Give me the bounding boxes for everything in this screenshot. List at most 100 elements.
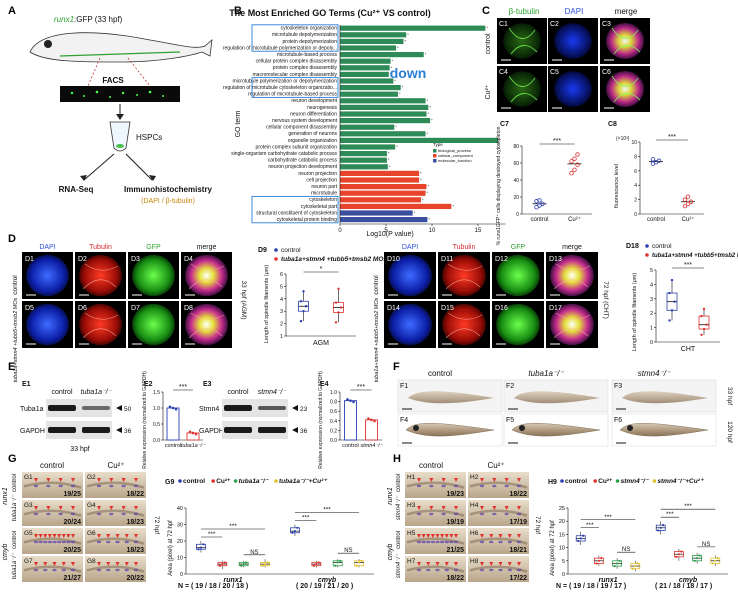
y-tick-label: 0.8 (330, 400, 337, 406)
y-tick-label: 6 (634, 169, 637, 175)
data-point (572, 167, 577, 172)
h-gene-cmyb: cmyb (387, 544, 394, 561)
ihc-label: Immunohistochemistry (124, 185, 213, 194)
larva-shape (619, 423, 709, 437)
ish-signal (416, 568, 422, 572)
micrograph-label: C1 (499, 21, 508, 28)
arrowhead-icon (43, 562, 48, 566)
micrograph-label: C4 (499, 69, 508, 76)
data-point (223, 561, 226, 564)
significance-mark: *** (302, 515, 310, 522)
go-term-label: protein complex disassembly (273, 65, 338, 71)
cell-body (132, 303, 175, 346)
trunk-shape (406, 509, 465, 517)
arrowhead-icon (435, 534, 440, 538)
ish-label: G3 (24, 502, 33, 509)
ish-signal (492, 512, 497, 516)
ns-mark: NS (250, 550, 258, 556)
ish-signal (121, 512, 126, 516)
arrowhead-icon (429, 478, 434, 482)
ish-signal (70, 484, 76, 488)
ish-signal (479, 568, 485, 572)
arrowhead-icon (116, 114, 124, 120)
ish-signal (430, 540, 436, 544)
arrowhead-icon (46, 478, 51, 482)
arrowhead-icon (34, 534, 38, 538)
c7-chart: 0 20 40 60 80 control Cu²⁺ *** (513, 138, 592, 223)
ish-signal (115, 568, 120, 572)
go-bar (340, 78, 394, 84)
cell-body (185, 303, 228, 346)
go-term-label: cell projection (306, 177, 337, 183)
go-legend-swatch (433, 159, 437, 163)
data-point (677, 553, 681, 556)
arrowhead-icon (134, 506, 138, 510)
go-term-label: neuron differentiation (290, 111, 337, 117)
data-point (631, 567, 634, 570)
go-bar-asterisk: * (486, 25, 488, 30)
y-tick-label: 8 (634, 154, 637, 160)
data-point (352, 400, 355, 404)
ish-signal (416, 484, 422, 488)
panel-label-c: C (482, 5, 490, 17)
arrowhead-icon (454, 506, 458, 510)
go-bar-asterisk: * (394, 78, 396, 83)
go-term-label: nervous system development (272, 118, 338, 124)
arrowhead-icon (134, 534, 138, 538)
x-tick-label: Cu²⁺ (568, 216, 581, 223)
cell-body (554, 71, 592, 107)
arrowhead-icon (489, 562, 494, 566)
cell-body (606, 23, 644, 59)
go-legend-title: Type (433, 142, 443, 147)
ish-signal (453, 512, 459, 516)
significance-mark: *** (586, 522, 594, 529)
ish-signal (489, 568, 494, 572)
y-tick-label: 1 (280, 334, 283, 340)
trunk-shape (23, 509, 82, 517)
e3-col-mutant: stmn4⁻/⁻ (258, 389, 288, 396)
e4-label: E4 (320, 381, 329, 388)
micrograph-label: D17 (549, 305, 562, 312)
trunk-shape (86, 481, 145, 489)
go-term-label: protein complex subunit organization (256, 144, 338, 150)
embryo-label: F3 (614, 383, 622, 390)
go-bar-asterisk: * (427, 184, 429, 189)
data-point (682, 203, 688, 209)
data-point (716, 557, 719, 560)
y-tick-label: 0.4 (330, 419, 337, 425)
e3-row-gapdh: GAPDH (199, 428, 224, 435)
arrowhead-icon (71, 506, 75, 510)
data-point (595, 562, 598, 565)
arrowhead-icon (43, 534, 48, 538)
arrowhead-icon (429, 506, 434, 510)
data-point (657, 529, 660, 532)
data-point (218, 564, 222, 567)
go-bar (340, 124, 395, 130)
legend-dot (560, 479, 564, 483)
go-bar-asterisk: * (399, 91, 401, 96)
ish-signal (479, 512, 485, 516)
g-row-mutant-1: tuba1a⁻/⁻ (12, 494, 18, 521)
y-tick-label: 4 (280, 297, 283, 303)
ish-signal (133, 512, 139, 516)
data-point (668, 291, 671, 295)
c-header-dapi: DAPI (565, 7, 584, 16)
ish-signal (479, 484, 485, 488)
d18-y-label: Length of spindle filaments (μm) (632, 273, 638, 352)
ish-fraction: 19/23 (446, 491, 464, 498)
data-point (634, 564, 637, 568)
c-row-cu: Cu²⁺ (485, 84, 492, 99)
e3-blot-top (222, 399, 288, 417)
g9-legend: control Cu²⁺ tuba1a⁻/⁻ tuba1a⁻/⁻+Cu²⁺ (178, 478, 328, 485)
data-point (336, 561, 339, 564)
ish-signal (504, 484, 509, 488)
arrowhead-icon (498, 562, 503, 566)
arrowhead-icon (115, 562, 120, 566)
ish-signal (444, 568, 449, 572)
legend-item: Cu²⁺ (598, 478, 613, 485)
f-col-stmn4: stmn4⁻/⁻ (638, 369, 671, 378)
cell-body (132, 254, 175, 297)
data-point (373, 419, 376, 423)
larva-eye-icon (627, 425, 633, 431)
